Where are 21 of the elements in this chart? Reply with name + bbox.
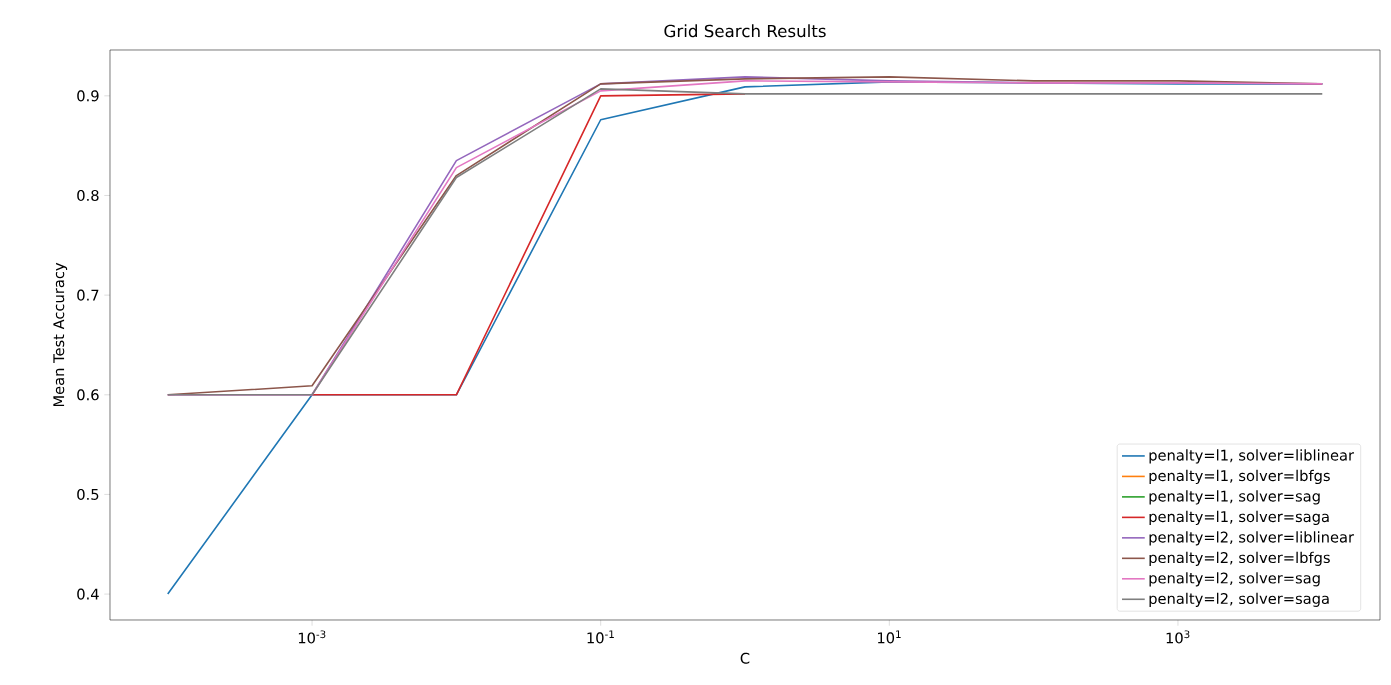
x-tick-label: 10$^{-3}$: [298, 630, 326, 644]
y-tick-label: 0.8: [77, 189, 99, 202]
y-tick-label: 0.6: [77, 389, 99, 401]
legend-label: penalty=l2, solver=saga: [1149, 592, 1329, 607]
y-tick-label: 0.4: [77, 588, 99, 600]
legend-label: penalty=l1, solver=sag: [1149, 490, 1320, 505]
x-tick-label: 10$^{-1}$: [587, 630, 614, 644]
x-tick-label: 10$^{1}$: [878, 630, 901, 644]
x-axis-title: C: [740, 652, 750, 664]
y-tick-label: 0.9: [77, 90, 99, 102]
legend-label: penalty=l1, solver=saga: [1149, 510, 1329, 525]
chart-title: Grid Search Results: [664, 24, 826, 38]
legend-label: penalty=l1, solver=lbfgs: [1149, 469, 1330, 485]
legend-label: penalty=l2, solver=sag: [1149, 572, 1320, 587]
legend-label: penalty=l2, solver=lbfgs: [1149, 551, 1330, 566]
x-tick-label: 10$^{3}$: [1166, 630, 1190, 644]
legend-label: penalty=l1, solver=liblinear: [1149, 449, 1355, 464]
legend-label: penalty=l2, solver=liblinear: [1149, 531, 1355, 546]
y-tick-label: 0.7: [77, 289, 99, 301]
y-tick-label: 0.5: [77, 488, 99, 500]
y-axis-title: Mean Test Accuracy: [53, 262, 68, 407]
